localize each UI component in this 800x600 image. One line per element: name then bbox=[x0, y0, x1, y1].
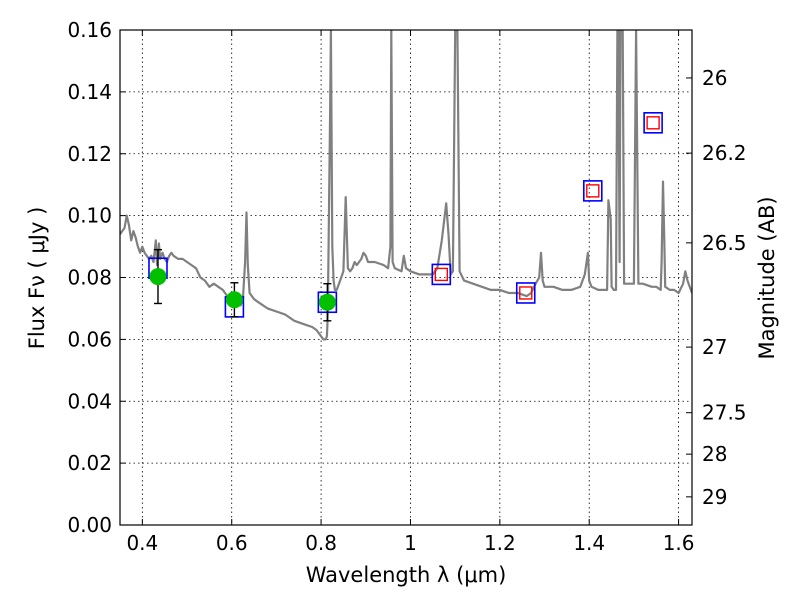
detection-point bbox=[225, 291, 243, 309]
right-tick-label: 26.2 bbox=[702, 141, 747, 165]
right-tick-label: 28 bbox=[702, 442, 727, 466]
y-tick-label: 0.06 bbox=[67, 327, 112, 351]
detection-point bbox=[318, 293, 336, 311]
x-tick-label: 0.6 bbox=[216, 531, 248, 555]
y-tick-label: 0.08 bbox=[67, 266, 112, 290]
right-axis-label: Magnitude (AB) bbox=[755, 196, 779, 359]
x-axis-label: Wavelength λ (μm) bbox=[306, 563, 507, 587]
x-tick-label: 1 bbox=[404, 531, 417, 555]
observed-nir-square bbox=[434, 267, 449, 282]
observed-nir-square bbox=[586, 184, 600, 198]
y-tick-label: 0.12 bbox=[67, 142, 112, 166]
model-photometry-square bbox=[515, 282, 536, 304]
grid-lines bbox=[120, 29, 692, 526]
model-spectrum-line bbox=[120, 30, 692, 341]
y-tick-label: 0.16 bbox=[67, 18, 112, 42]
model-photometry-square bbox=[431, 263, 452, 286]
x-tick-label: 1.6 bbox=[663, 531, 695, 555]
x-axis-ticks: 0.4 0.6 0.8 1 1.2 1.4 1.6 bbox=[126, 30, 695, 555]
y-tick-label: 0.02 bbox=[67, 451, 112, 475]
right-tick-label: 29 bbox=[702, 485, 727, 509]
x-tick-label: 1.4 bbox=[573, 531, 605, 555]
observed-nir-square bbox=[646, 116, 660, 130]
plot-frame bbox=[119, 29, 693, 526]
y-tick-label: 0.04 bbox=[67, 389, 112, 413]
y-tick-label: 0.14 bbox=[67, 80, 112, 104]
right-axis-ticks: 26 26.2 26.5 27 27.5 28 29 bbox=[686, 66, 747, 509]
x-tick-label: 0.8 bbox=[305, 531, 337, 555]
y-tick-label: 0.10 bbox=[67, 204, 112, 228]
right-tick-label: 26 bbox=[702, 66, 727, 90]
right-tick-label: 27 bbox=[702, 335, 727, 359]
y-axis-label: Flux Fν ( μJy ) bbox=[25, 207, 49, 350]
observed-nir-square bbox=[519, 286, 533, 300]
right-tick-label: 26.5 bbox=[702, 231, 747, 255]
y-tick-label: 0.00 bbox=[67, 513, 112, 537]
model-photometry-square bbox=[643, 112, 663, 134]
x-tick-label: 0.4 bbox=[126, 531, 158, 555]
right-tick-label: 27.5 bbox=[702, 401, 747, 425]
plot-area bbox=[120, 30, 692, 341]
y-axis-ticks: 0.00 0.02 0.04 0.06 0.08 0.10 0.12 0.14 0.16 bbox=[67, 18, 126, 537]
model-photometry-square bbox=[582, 180, 603, 202]
x-tick-label: 1.2 bbox=[484, 531, 516, 555]
detection-point bbox=[149, 268, 167, 286]
